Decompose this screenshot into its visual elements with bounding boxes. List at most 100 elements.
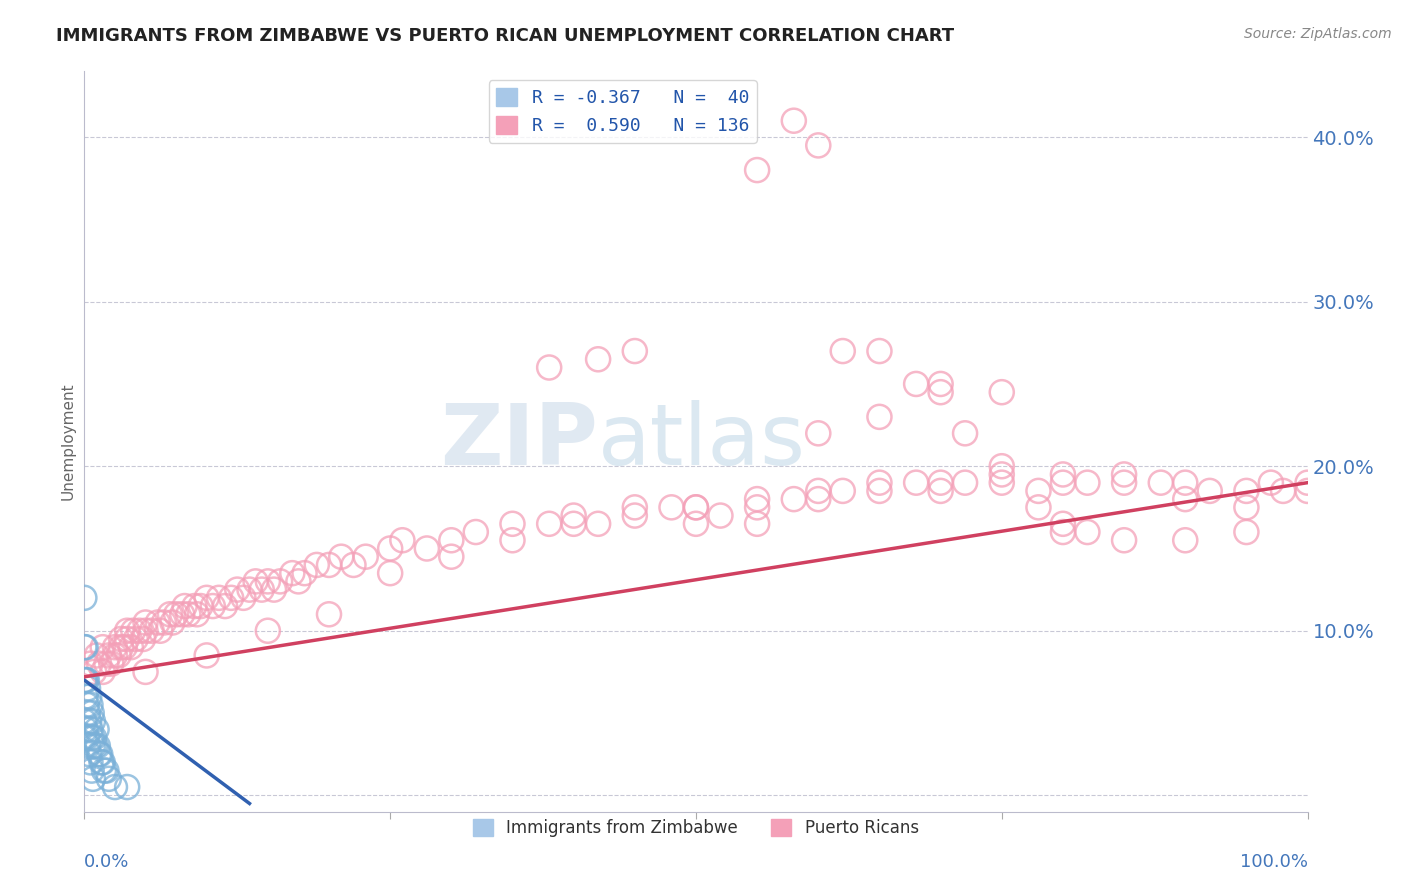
Point [93,764,115,778]
Point [115,632,138,646]
Point [86,723,108,737]
Point [115,624,138,638]
Point [269,574,291,589]
Point [110,640,132,655]
Point [747,163,769,178]
Point [929,475,952,490]
Text: IMMIGRANTS FROM ZIMBABWE VS PUERTO RICAN UNEMPLOYMENT CORRELATION CHART: IMMIGRANTS FROM ZIMBABWE VS PUERTO RICAN… [56,27,955,45]
Point [807,483,830,498]
Point [100,657,122,671]
Point [1174,475,1197,490]
Point [183,599,205,613]
Point [502,516,524,531]
Point [1272,483,1295,498]
Point [238,582,260,597]
Point [562,508,585,523]
Point [905,376,928,391]
Point [1052,516,1074,531]
Point [953,426,976,441]
Point [120,640,142,655]
Point [90,756,112,770]
Point [76,731,98,745]
Point [77,747,100,761]
Point [257,624,280,638]
Point [162,615,184,630]
Point [869,344,891,359]
Point [1028,483,1050,498]
Point [440,533,463,548]
Point [440,549,463,564]
Point [82,772,104,786]
Point [149,624,172,638]
Point [953,475,976,490]
Legend: Immigrants from Zimbabwe, Puerto Ricans: Immigrants from Zimbabwe, Puerto Ricans [467,813,925,844]
Point [226,582,249,597]
Point [330,549,353,564]
Point [538,516,561,531]
Point [177,607,200,622]
Point [624,500,647,515]
Point [1114,533,1136,548]
Point [929,385,952,400]
Point [77,681,100,696]
Point [380,541,402,556]
Point [73,591,96,605]
Point [76,673,98,687]
Point [79,723,101,737]
Point [186,607,208,622]
Point [807,138,830,153]
Point [783,113,806,128]
Point [104,648,127,663]
Point [132,632,155,646]
Point [263,582,285,597]
Point [146,615,169,630]
Point [190,599,212,613]
Point [747,516,769,531]
Point [84,739,107,753]
Point [1296,483,1319,498]
Point [1236,483,1258,498]
Point [1150,475,1173,490]
Point [250,582,273,597]
Point [586,516,609,531]
Point [1052,475,1074,490]
Point [73,673,96,687]
Point [232,591,254,605]
Point [115,780,138,794]
Point [869,409,891,424]
Point [1198,483,1220,498]
Point [281,566,304,581]
Point [107,648,129,663]
Point [905,475,928,490]
Point [73,714,96,729]
Point [807,492,830,507]
Point [991,385,1014,400]
Point [929,376,952,391]
Point [79,657,101,671]
Point [73,731,96,745]
Point [75,640,97,655]
Point [685,516,707,531]
Point [96,657,118,671]
Point [195,591,218,605]
Point [75,690,97,704]
Point [97,648,120,663]
Point [77,714,100,729]
Point [869,475,891,490]
Point [114,640,136,655]
Point [1236,524,1258,539]
Point [219,591,242,605]
Point [1114,467,1136,482]
Point [354,549,377,564]
Point [1174,492,1197,507]
Point [82,714,104,729]
Point [562,516,585,531]
Point [991,459,1014,474]
Point [929,483,952,498]
Point [73,640,96,655]
Text: ZIP: ZIP [440,400,598,483]
Point [342,558,364,572]
Point [1260,475,1282,490]
Point [624,508,647,523]
Point [91,665,114,679]
